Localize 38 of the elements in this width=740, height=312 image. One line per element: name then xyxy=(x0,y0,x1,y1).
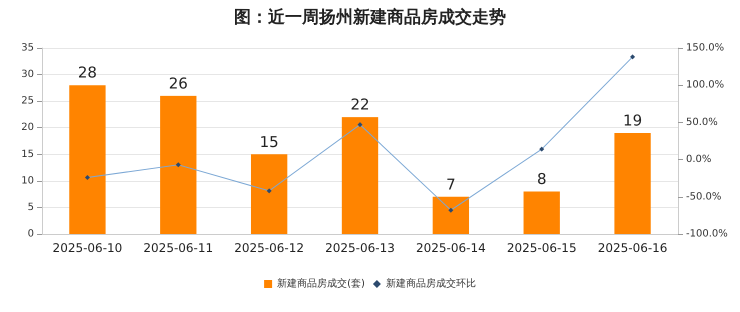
y-tick-label: 25 xyxy=(21,96,34,107)
bar xyxy=(432,196,470,234)
bar xyxy=(524,191,560,234)
data-label: 26 xyxy=(168,74,188,92)
y2-tick-label: -100.0% xyxy=(686,228,728,240)
y-tick-label: 15 xyxy=(21,148,34,160)
y2-tick-label: -50.0% xyxy=(686,191,722,202)
bar xyxy=(69,85,106,234)
y-tick-label: 5 xyxy=(28,202,34,213)
data-label: 8 xyxy=(536,170,546,188)
x-tick-label: 2025-06-10 xyxy=(52,241,122,255)
data-label: 19 xyxy=(623,112,642,130)
y-tick-label: 30 xyxy=(21,69,34,80)
y2-tick-label: 100.0% xyxy=(686,80,724,91)
y-tick-label: 35 xyxy=(21,42,34,54)
y-tick-label: 10 xyxy=(21,175,34,186)
legend-label: 新建商品房成交(套) xyxy=(277,278,365,290)
x-tick-label: 2025-06-13 xyxy=(325,241,395,255)
y2-tick-label: 50.0% xyxy=(686,116,718,128)
bar xyxy=(250,154,288,234)
x-tick-label: 2025-06-11 xyxy=(143,241,214,255)
bar xyxy=(342,117,378,234)
x-tick-label: 2025-06-12 xyxy=(234,241,304,255)
data-label: 22 xyxy=(350,96,370,114)
y-tick-label: 0 xyxy=(28,228,34,240)
x-tick-label: 2025-06-16 xyxy=(598,241,668,255)
x-tick-label: 2025-06-15 xyxy=(506,241,577,255)
bar xyxy=(614,133,651,234)
data-label: 28 xyxy=(78,64,97,82)
chart-title: 图：近一周扬州新建商品房成交走势 xyxy=(234,8,506,28)
data-label: 7 xyxy=(446,175,456,194)
x-tick-label: 2025-06-14 xyxy=(416,241,486,255)
y-tick-label: 20 xyxy=(21,122,34,134)
y2-tick-label: 0.0% xyxy=(686,154,712,166)
y2-tick-label: 150.0% xyxy=(686,42,724,54)
bar xyxy=(160,96,196,234)
data-label: 15 xyxy=(260,132,279,151)
legend-label: 新建商品房成交环比 xyxy=(386,278,476,290)
